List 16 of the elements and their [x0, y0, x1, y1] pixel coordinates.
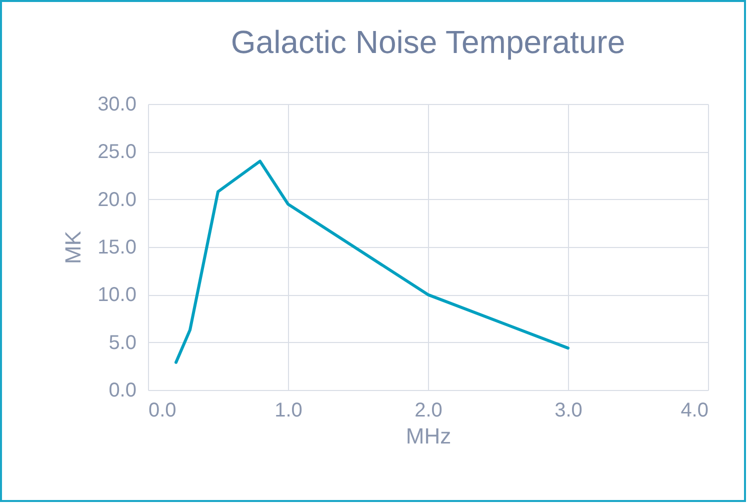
- y-tick-label: 30.0: [98, 94, 136, 116]
- x-axis-title: MHz: [406, 424, 452, 448]
- x-tick-label: 2.0: [414, 400, 442, 422]
- y-tick-label: 0.0: [108, 380, 136, 402]
- chart-title: Galactic Noise Temperature: [230, 24, 626, 60]
- x-tick-label: 4.0: [680, 400, 708, 422]
- y-tick-label: 20.0: [98, 188, 136, 211]
- line-series: [174, 160, 570, 364]
- x-tick-label: 0.0: [148, 400, 176, 422]
- x-tick-label: 3.0: [554, 400, 582, 422]
- y-tick-label: 15.0: [98, 236, 136, 258]
- y-tick-label: 25.0: [98, 141, 136, 164]
- y-axis-title: MK: [60, 230, 86, 264]
- y-tick-label: 10.0: [98, 284, 136, 306]
- x-tick-label: 1.0: [274, 400, 302, 422]
- y-tick-label: 5.0: [108, 332, 136, 354]
